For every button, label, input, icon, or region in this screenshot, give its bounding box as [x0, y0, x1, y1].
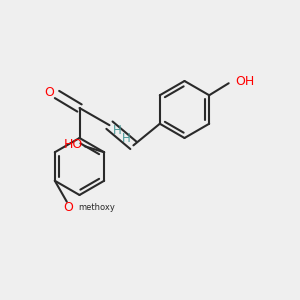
Text: H: H — [122, 132, 130, 145]
Text: O: O — [45, 85, 54, 99]
Text: O: O — [63, 201, 73, 214]
Text: methoxy: methoxy — [78, 203, 115, 212]
Text: HO: HO — [64, 138, 83, 151]
Text: H: H — [112, 124, 121, 137]
Text: OH: OH — [235, 75, 254, 88]
